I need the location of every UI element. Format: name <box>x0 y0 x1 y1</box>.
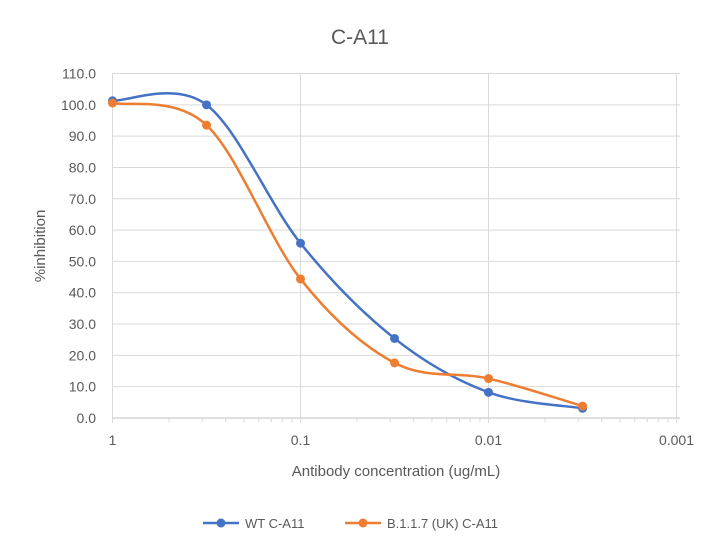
y-axis-label: %inhibition <box>32 210 49 283</box>
x-tick-label: 0.01 <box>475 432 502 448</box>
data-point <box>108 98 117 108</box>
series-line <box>112 92 583 410</box>
legend-label: WT C-A11 <box>245 516 304 531</box>
data-point <box>484 374 493 384</box>
y-tick-label: 60.0 <box>69 222 96 238</box>
y-tick-label: 10.0 <box>69 379 96 395</box>
data-point <box>578 401 588 411</box>
legend-label: B.1.1.7 (UK) C-A11 <box>387 516 498 531</box>
y-tick-label: 0.0 <box>77 410 97 426</box>
legend: WT C-A11 B.1.1.7 (UK) C-A11 <box>203 516 498 531</box>
legend-item: B.1.1.7 (UK) C-A11 <box>345 516 498 531</box>
series-layer <box>108 92 588 413</box>
y-tick-label: 20.0 <box>69 347 96 363</box>
y-tick-label: 50.0 <box>69 253 96 269</box>
y-tick-label: 100.0 <box>61 97 96 113</box>
y-tick-label: 70.0 <box>69 191 96 207</box>
y-tick-labels: 0.0 10.0 20.0 30.0 40.0 50.0 60.0 70.0 80.0 90.0 1… <box>61 66 96 427</box>
legend-marker <box>358 518 368 528</box>
legend-item: WT C-A11 <box>203 516 304 531</box>
x-tick-label: 1 <box>109 432 117 448</box>
grid <box>112 73 680 423</box>
y-tick-label: 80.0 <box>69 159 96 175</box>
y-tick-label: 30.0 <box>69 316 96 332</box>
data-point <box>390 333 400 343</box>
y-tick-label: 90.0 <box>69 128 96 144</box>
chart-title: C-A11 <box>331 26 389 49</box>
data-point <box>202 100 212 110</box>
x-tick-label: 0.1 <box>291 432 311 448</box>
data-point <box>296 274 305 284</box>
x-tick-labels: 1 0.1 0.01 0.001 <box>109 432 695 448</box>
data-point <box>484 387 493 397</box>
data-point <box>296 238 305 248</box>
y-tick-label: 40.0 <box>69 285 96 301</box>
x-tick-label: 0.001 <box>659 432 694 448</box>
data-point <box>202 120 212 130</box>
x-axis-label: Antibody concentration (ug/mL) <box>292 463 500 480</box>
y-tick-label: 110.0 <box>62 66 96 82</box>
legend-marker <box>216 518 226 528</box>
series-line <box>112 101 583 408</box>
data-point <box>390 358 400 368</box>
